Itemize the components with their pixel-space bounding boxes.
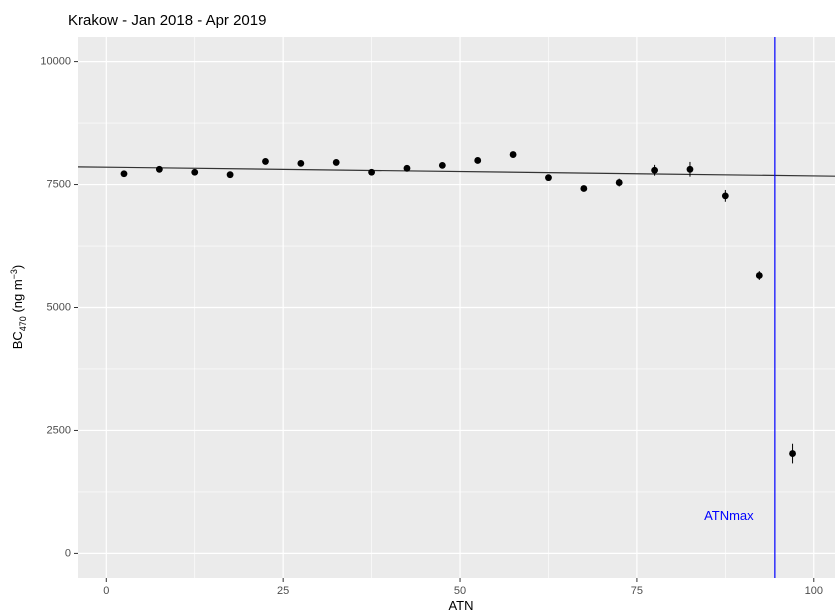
x-tick-label: 25	[277, 585, 289, 597]
fit-layer	[77, 166, 835, 177]
data-point	[332, 159, 340, 166]
data-point	[120, 170, 128, 178]
y-axis-title-units-close: )	[10, 265, 25, 269]
data-point	[755, 272, 763, 279]
x-tick-label: 100	[805, 585, 823, 597]
data-point	[545, 174, 552, 182]
x-tick-label: 75	[631, 585, 643, 597]
data-point	[509, 151, 517, 158]
data-point	[615, 179, 623, 186]
data-point	[368, 168, 376, 176]
data-point	[789, 450, 796, 457]
data-point	[474, 157, 482, 164]
data-point	[262, 158, 269, 165]
y-tick-label: 2500	[47, 424, 71, 436]
y-axis-title-subscript: 470	[18, 316, 28, 331]
chart-title: Krakow - Jan 2018 - Apr 2019	[68, 12, 266, 29]
x-tick-label: 0	[103, 585, 109, 597]
y-tick-label: 0	[65, 547, 71, 559]
y-tick-label: 10000	[40, 55, 71, 67]
data-point	[651, 166, 658, 174]
data-point	[191, 168, 199, 176]
axis-ticks	[74, 61, 815, 582]
data-point	[155, 165, 163, 173]
data-point	[297, 159, 305, 167]
data-point	[438, 161, 446, 169]
fit-line	[77, 166, 835, 177]
data-point	[721, 192, 729, 200]
y-axis-title: BC470 (ng m−3)	[9, 265, 28, 350]
y-tick-label: 5000	[47, 301, 71, 313]
x-tick-label: 50	[454, 585, 466, 597]
data-point	[686, 165, 694, 173]
x-axis-title: ATN	[448, 598, 473, 613]
y-tick-label: 7500	[47, 178, 71, 190]
data-point	[226, 171, 234, 179]
y-axis-title-main: BC	[10, 331, 25, 349]
x-tick-labels: 0 25 50 75 100	[103, 585, 823, 597]
y-tick-labels: 0 2500 5000 7500 10000	[40, 55, 71, 559]
data-point	[403, 164, 411, 172]
data-point	[580, 185, 588, 192]
data-points	[120, 151, 796, 457]
grid-major	[78, 37, 835, 578]
atnmax-label: ATNmax	[704, 508, 754, 523]
atnmax-layer: ATNmax	[704, 37, 776, 578]
y-axis-title-superscript: −3	[9, 269, 19, 279]
y-axis-title-units: (ng m	[10, 279, 25, 316]
